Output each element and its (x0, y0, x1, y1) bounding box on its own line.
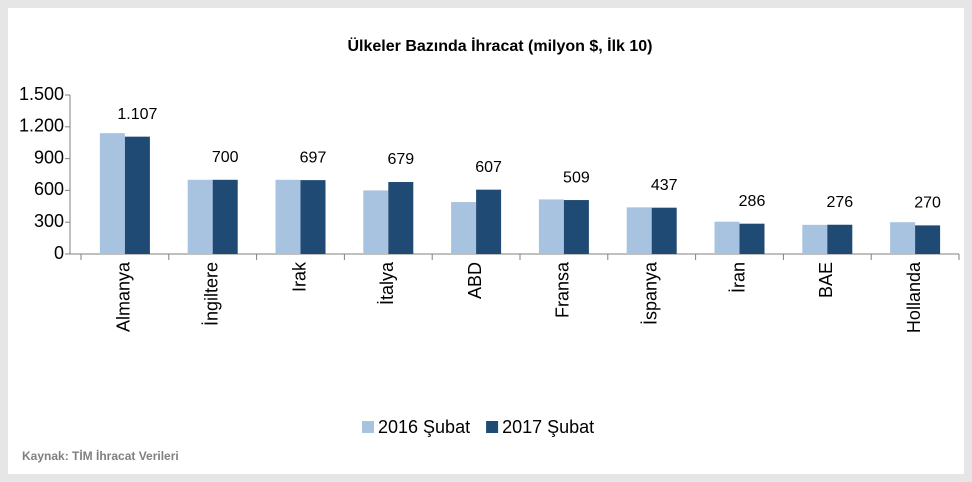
legend-swatch (486, 421, 499, 433)
bar (915, 225, 941, 254)
bar (363, 190, 389, 254)
bar (388, 182, 414, 254)
y-tick-label: 0 (54, 243, 64, 263)
bar (714, 221, 740, 254)
data-label: 697 (300, 149, 327, 166)
bar (827, 224, 853, 254)
y-tick-label: 600 (34, 179, 64, 199)
data-label: 270 (914, 195, 941, 212)
x-tick-label: İran (728, 262, 748, 293)
data-label: 679 (387, 151, 414, 168)
bar (890, 222, 916, 254)
legend-swatch (362, 421, 374, 433)
y-tick-label: 300 (34, 211, 64, 231)
bar (802, 224, 828, 254)
bar (626, 207, 652, 254)
x-tick-label: Fransa (553, 261, 573, 318)
bar (451, 202, 477, 254)
bar (99, 133, 125, 254)
data-label: 607 (475, 159, 502, 176)
x-tick-label: Hollanda (904, 261, 924, 333)
x-tick-label: İspanya (640, 261, 660, 325)
legend-label: 2016 Şubat (378, 417, 470, 437)
bar (538, 199, 564, 254)
y-tick-label: 1.500 (19, 84, 64, 104)
x-tick-label: Irak (289, 261, 309, 292)
x-tick-label: İtalya (377, 261, 397, 305)
y-tick-label: 1.200 (19, 116, 64, 136)
data-label: 509 (563, 169, 590, 186)
bar (212, 179, 238, 254)
x-tick-label: ABD (465, 262, 485, 299)
bar (187, 179, 213, 254)
x-tick-label: Almanya (114, 261, 134, 332)
bar (651, 207, 677, 254)
data-label: 276 (826, 194, 853, 211)
bar (300, 180, 326, 254)
data-label: 437 (651, 177, 678, 194)
y-tick-label: 900 (34, 147, 64, 167)
data-label: 700 (212, 149, 239, 166)
legend-label: 2017 Şubat (502, 417, 594, 437)
x-tick-label: İngiltere (201, 262, 221, 326)
bar (739, 223, 765, 254)
bar (563, 200, 589, 254)
x-tick-label: BAE (816, 262, 836, 298)
data-label: 1.107 (117, 106, 157, 123)
data-label: 286 (739, 193, 766, 210)
chart-title: Ülkeler Bazında İhracat (milyon $, İlk 1… (348, 36, 653, 55)
bar (476, 189, 502, 254)
source-note: Kaynak: TİM İhracat Verileri (22, 448, 179, 463)
bar (124, 136, 150, 254)
bar (275, 179, 301, 254)
